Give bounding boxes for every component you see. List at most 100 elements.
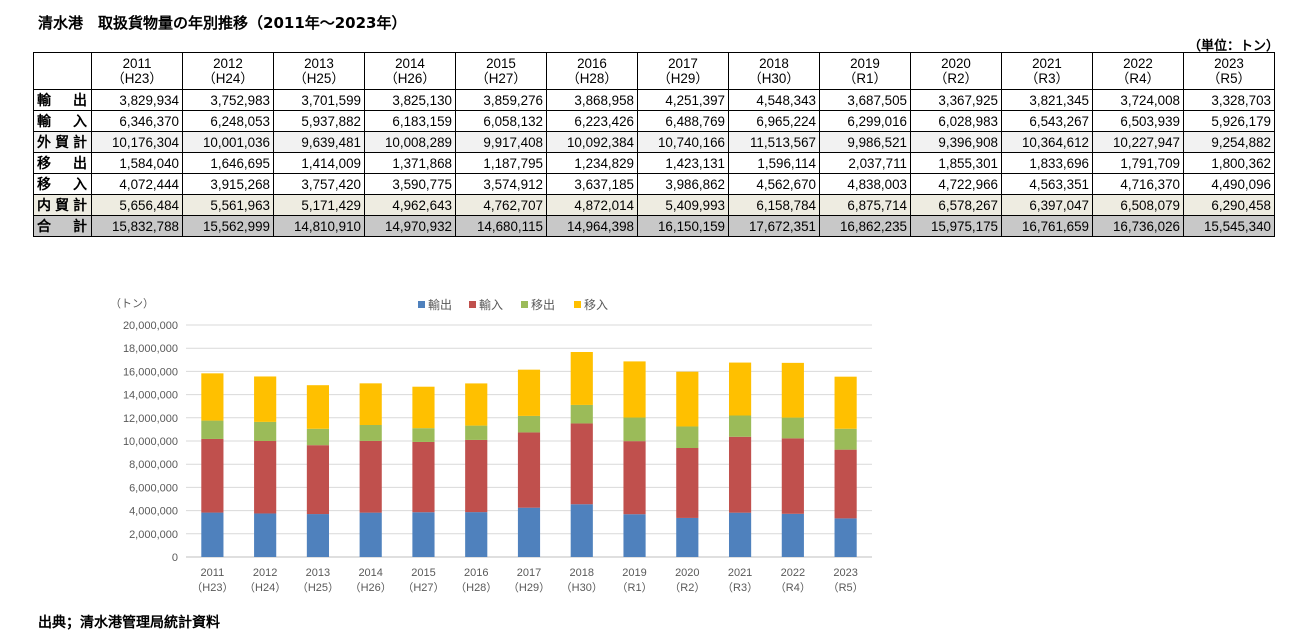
year-header-year: 2019: [850, 56, 880, 71]
bar-segment: [465, 439, 488, 513]
y-axis-title: （トン）: [110, 297, 154, 310]
table-cell: 3,590,775: [364, 173, 456, 195]
table-cell: 16,150,159: [637, 215, 729, 237]
table-cell: 1,800,362: [1183, 152, 1275, 174]
table-cell: 5,656,484: [91, 194, 183, 216]
bar-segment: [201, 512, 224, 557]
table-cell: 14,810,910: [273, 215, 365, 237]
table-cell: 6,543,267: [1001, 110, 1093, 132]
bar-segment: [676, 517, 699, 557]
year-header-2011: 2011 （H23）: [91, 52, 183, 90]
table-cell: 3,829,934: [91, 89, 183, 111]
year-header-era: （H24）: [202, 71, 254, 86]
table-cell: 4,716,370: [1092, 173, 1184, 195]
bar-segment: [623, 514, 646, 557]
x-tick-era: （H30）: [561, 581, 603, 594]
year-header-era: （R2）: [934, 71, 978, 86]
x-tick-year: 2016: [464, 567, 488, 579]
x-tick-year: 2022: [781, 567, 805, 579]
x-tick-era: （R3）: [722, 581, 758, 594]
table-cell: 10,008,289: [364, 131, 456, 153]
bar-segment: [570, 423, 593, 505]
table-cell: 11,513,567: [728, 131, 820, 153]
bar-segment: [359, 424, 382, 441]
year-header-2023: 2023 （R5）: [1183, 52, 1275, 90]
table-cell: 3,859,276: [455, 89, 547, 111]
x-tick-year: 2011: [201, 567, 225, 579]
year-header-2013: 2013 （H25）: [273, 52, 365, 90]
year-header-year: 2016: [577, 56, 607, 71]
table-cell: 9,639,481: [273, 131, 365, 153]
row-label: 輸入: [33, 110, 92, 132]
year-header-era: （H27）: [475, 71, 527, 86]
bar-segment: [465, 512, 488, 557]
bar-segment: [412, 428, 435, 442]
bar-segment: [676, 447, 699, 518]
source-note: 出典；清水港管理局統計資料: [38, 615, 220, 631]
table-row: 合計 15,832,788 15,562,999 14,810,910 14,970,9…: [33, 215, 1275, 237]
table-cell: 3,701,599: [273, 89, 365, 111]
bar-segment: [781, 362, 804, 418]
table-corner-cell: [33, 52, 92, 90]
row-label: 移出: [33, 152, 92, 174]
legend-label: 移出: [531, 298, 555, 312]
table-cell: 6,223,426: [546, 110, 638, 132]
table-cell: 15,562,999: [182, 215, 274, 237]
bar-segment: [570, 504, 593, 557]
table-cell: 6,503,939: [1092, 110, 1184, 132]
year-header-year: 2021: [1032, 56, 1062, 71]
x-tick-year: 2021: [728, 567, 752, 579]
year-header-2015: 2015 （H27）: [455, 52, 547, 90]
y-tick-label: 18,000,000: [123, 343, 178, 355]
x-tick-era: （R4）: [775, 581, 811, 594]
year-header-year: 2015: [486, 56, 516, 71]
x-tick-year: 2017: [517, 567, 541, 579]
bar-segment: [517, 432, 541, 508]
table-cell: 10,227,947: [1092, 131, 1184, 153]
table-cell: 3,825,130: [364, 89, 456, 111]
table-cell: 6,578,267: [910, 194, 1002, 216]
bar-segment: [834, 428, 857, 450]
table-cell: 4,722,966: [910, 173, 1002, 195]
table-cell: 9,986,521: [819, 131, 911, 153]
bar-segment: [306, 385, 330, 429]
bar-segment: [412, 441, 435, 513]
bar-segment: [306, 428, 330, 446]
bar-segment: [728, 436, 752, 513]
year-header-era: （H23）: [111, 71, 163, 86]
unit-label: （単位：トン）: [1188, 39, 1280, 54]
year-header-era: （H26）: [384, 71, 436, 86]
table-cell: 4,562,670: [728, 173, 820, 195]
table-row: 移入 4,072,444 3,915,268 3,757,420 3,590,775 3,…: [33, 173, 1275, 195]
year-header-era: （R5）: [1207, 71, 1251, 86]
row-label: 移入: [33, 173, 92, 195]
stacked-bar-chart: 0 2,000,000 4,000,000 6,000,000 8,000,000 10,…: [110, 297, 872, 594]
x-tick-era: （R5）: [828, 581, 864, 594]
bar-segment: [623, 361, 646, 418]
y-tick-label: 12,000,000: [123, 413, 178, 425]
x-tick-year: 2012: [253, 567, 277, 579]
table-cell: 1,234,829: [546, 152, 638, 174]
bar-segment: [201, 438, 224, 513]
legend-label: 輸出: [428, 297, 452, 312]
bar-segment: [517, 369, 541, 416]
bar-segment: [517, 415, 541, 433]
table-cell: 4,872,014: [546, 194, 638, 216]
x-tick-era: （H26）: [350, 581, 392, 594]
row-label: 外貿計: [33, 131, 92, 153]
x-tick-year: 2020: [675, 567, 699, 579]
table-cell: 6,183,159: [364, 110, 456, 132]
table-cell: 3,724,008: [1092, 89, 1184, 111]
table-cell: 9,396,908: [910, 131, 1002, 153]
table-cell: 1,791,709: [1092, 152, 1184, 174]
row-label: 合計: [33, 215, 92, 237]
x-tick-year: 2013: [306, 567, 330, 579]
x-tick-year: 2019: [622, 567, 646, 579]
table-cell: 3,328,703: [1183, 89, 1275, 111]
legend-label: 移入: [584, 298, 608, 312]
table-cell: 5,926,179: [1183, 110, 1275, 132]
x-tick-year: 2015: [411, 567, 435, 579]
table-cell: 6,346,370: [91, 110, 183, 132]
legend-swatch: [469, 301, 476, 308]
table-cell: 6,290,458: [1183, 194, 1275, 216]
